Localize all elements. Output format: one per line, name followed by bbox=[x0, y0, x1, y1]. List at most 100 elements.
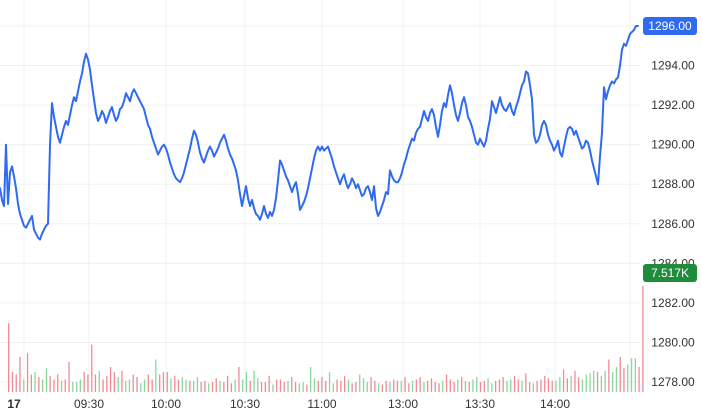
volume-bar bbox=[11, 372, 14, 392]
volume-bar bbox=[38, 377, 40, 392]
volume-bar bbox=[8, 323, 10, 393]
volume-bar bbox=[79, 379, 81, 392]
volume-bar bbox=[196, 377, 199, 392]
volume-bar bbox=[109, 367, 112, 392]
x-tick-label: 10:30 bbox=[230, 397, 260, 411]
volume-bar bbox=[98, 370, 100, 393]
volume-bar bbox=[19, 357, 21, 392]
volume-bar bbox=[94, 374, 97, 392]
x-tick-label: 10:00 bbox=[151, 397, 181, 411]
volume-bar bbox=[332, 383, 334, 393]
volume-bar bbox=[498, 379, 501, 392]
price-line bbox=[0, 25, 639, 241]
volume-bar bbox=[540, 379, 542, 392]
volume-bar bbox=[453, 382, 455, 392]
volume-bar bbox=[245, 372, 248, 392]
volume-bar bbox=[427, 380, 429, 393]
volume-bar bbox=[464, 380, 467, 393]
volume-bar bbox=[445, 374, 448, 392]
volume-bar bbox=[449, 379, 451, 392]
volume-bar bbox=[340, 380, 342, 393]
volume-bar bbox=[408, 383, 410, 393]
volume-bar bbox=[634, 358, 636, 393]
volume-bar bbox=[272, 384, 274, 392]
volume-bar bbox=[306, 384, 308, 392]
volume-bar bbox=[400, 380, 402, 393]
volume-bar bbox=[211, 382, 214, 392]
volume-bar bbox=[468, 382, 470, 392]
volume-bar bbox=[279, 379, 282, 392]
volume-bar bbox=[430, 378, 433, 393]
volume-bar bbox=[91, 344, 93, 392]
volume-bar bbox=[461, 377, 463, 392]
volume-bar bbox=[559, 377, 561, 392]
volume-bar bbox=[189, 380, 191, 393]
volume-bar bbox=[242, 379, 244, 392]
volume-bar bbox=[487, 378, 489, 393]
volume-bar bbox=[521, 380, 523, 393]
volume-bar bbox=[125, 380, 127, 393]
volume-bar bbox=[193, 380, 195, 393]
grid bbox=[0, 0, 640, 394]
x-tick-label: 11:00 bbox=[307, 397, 336, 411]
volume-bar bbox=[68, 362, 70, 392]
volume-bar bbox=[234, 379, 236, 392]
volume-badge-bg bbox=[643, 264, 697, 282]
volume-bar bbox=[260, 382, 263, 392]
volume-bar bbox=[600, 375, 602, 393]
volume-bar bbox=[544, 375, 546, 393]
volume-bar bbox=[344, 375, 346, 393]
volume-bar bbox=[185, 379, 187, 392]
volume-bar bbox=[396, 380, 399, 393]
last-price-label: 1296.00 bbox=[648, 19, 692, 33]
volume-bar bbox=[336, 379, 338, 392]
y-tick-label: 1290.00 bbox=[651, 138, 695, 152]
volume-bar bbox=[321, 377, 323, 392]
volume-bar bbox=[53, 379, 55, 392]
volume-bar bbox=[596, 372, 599, 392]
volume-badge: 7.517K bbox=[643, 264, 697, 282]
y-tick-label: 1292.00 bbox=[651, 98, 695, 112]
volume-bar bbox=[30, 374, 32, 392]
volume-bar bbox=[49, 375, 51, 393]
volume-bar bbox=[264, 382, 266, 392]
volume-bar bbox=[551, 380, 553, 393]
volume-bar bbox=[166, 372, 168, 392]
last-price-badge-bg bbox=[643, 17, 697, 35]
volume-bar bbox=[506, 380, 508, 393]
volume-bar bbox=[151, 379, 153, 392]
volume-bar bbox=[604, 370, 606, 393]
x-axis: 17 09:30 10:00 10:30 11:00 13:00 13:30 14:00 bbox=[7, 397, 570, 411]
volume-bar bbox=[177, 379, 180, 392]
volume-bar bbox=[223, 382, 225, 392]
volume-bar bbox=[627, 364, 629, 392]
volume-bar bbox=[555, 380, 557, 393]
volume-bar bbox=[529, 382, 531, 392]
volume-bar bbox=[230, 383, 232, 393]
x-tick-label: 14:00 bbox=[540, 397, 570, 411]
volume-bar bbox=[378, 383, 380, 393]
volume-bar bbox=[612, 372, 614, 392]
y-tick-label: 1282.00 bbox=[651, 296, 695, 310]
volume-bar bbox=[257, 378, 259, 393]
volume-bar bbox=[547, 378, 550, 393]
volume-bar bbox=[60, 380, 63, 393]
volume-bar bbox=[623, 368, 625, 393]
y-tick-label: 1280.00 bbox=[651, 335, 695, 349]
y-tick-label: 1278.00 bbox=[651, 375, 695, 389]
volume-bar bbox=[328, 372, 331, 392]
volume-bar bbox=[502, 377, 504, 392]
volume-bar bbox=[393, 379, 395, 392]
volume-bar bbox=[479, 382, 482, 392]
volume-bar bbox=[200, 382, 202, 392]
volume-bar bbox=[517, 379, 519, 392]
volume-bar bbox=[26, 353, 29, 393]
volume-bar bbox=[419, 377, 421, 392]
volume-bar bbox=[619, 357, 621, 392]
volume-bar bbox=[215, 378, 217, 393]
volume-bar bbox=[415, 379, 417, 392]
volume-bar bbox=[438, 383, 440, 393]
volume-bar bbox=[132, 374, 134, 392]
volume-bar bbox=[298, 383, 300, 393]
volume-bar bbox=[608, 359, 610, 392]
